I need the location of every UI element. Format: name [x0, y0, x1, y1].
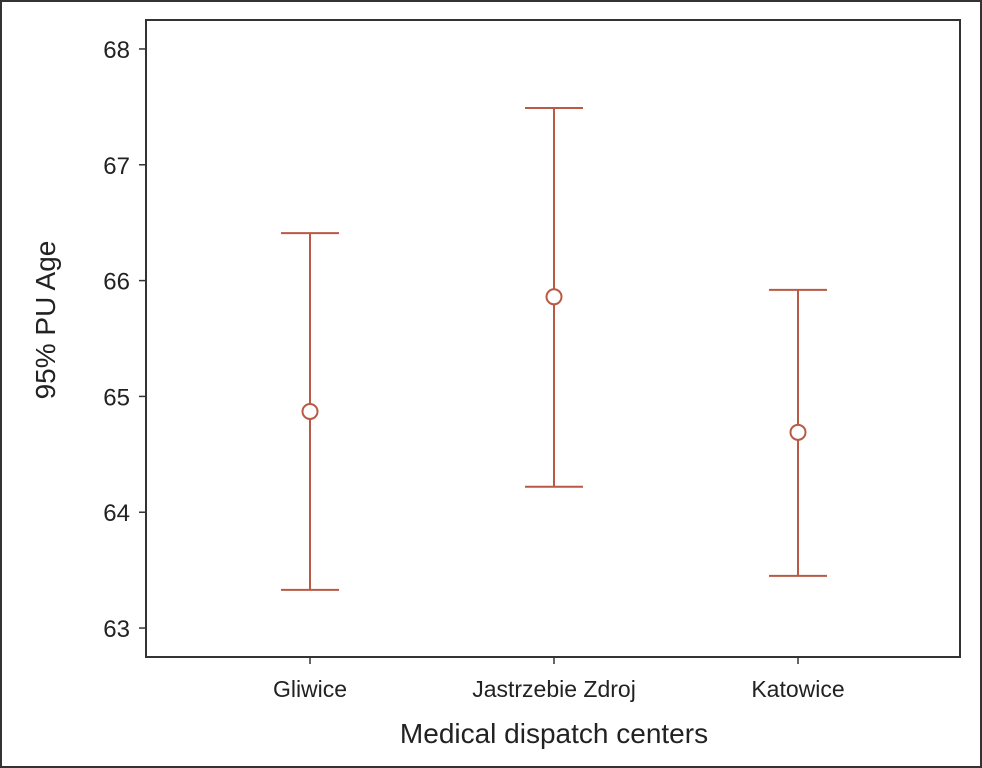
y-tick-label: 66	[103, 269, 130, 296]
x-axis-title: Medical dispatch centers	[400, 718, 708, 749]
y-tick-label: 67	[103, 153, 130, 180]
y-axis-title: 95% PU Age	[30, 241, 61, 400]
error-bar-series	[281, 107, 827, 591]
mean-marker	[789, 423, 807, 441]
x-category-label: Gliwice	[273, 676, 347, 702]
plot-area	[145, 19, 961, 658]
mean-marker	[545, 288, 563, 306]
x-category-label: Jastrzebie Zdroj	[472, 676, 636, 702]
y-tick-label: 64	[103, 500, 130, 527]
y-tick-label: 68	[103, 37, 130, 64]
mean-marker	[301, 402, 319, 420]
x-axis: Gliwice Jastrzebie Zdroj Katowice	[273, 657, 845, 702]
x-category-label: Katowice	[751, 676, 844, 702]
y-tick-label: 65	[103, 384, 130, 411]
y-axis: 63 64 65 66 67 68	[103, 37, 146, 643]
y-tick-label: 63	[103, 616, 130, 643]
